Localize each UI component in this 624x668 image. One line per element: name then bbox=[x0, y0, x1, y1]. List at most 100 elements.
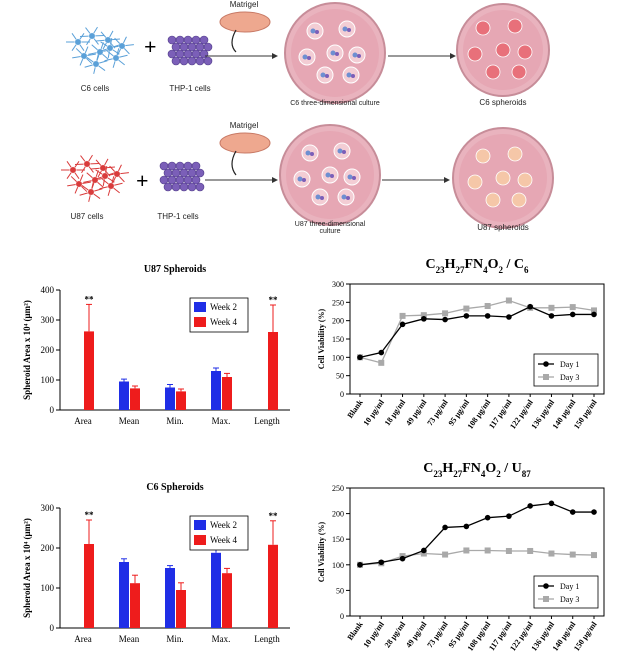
legend-label: Day 3 bbox=[560, 595, 579, 604]
legend-marker bbox=[543, 374, 549, 380]
y-tick-label: 0 bbox=[340, 612, 344, 621]
chart-title: C23H27FN4O2 / C6 bbox=[425, 257, 529, 275]
y-tick-label: 50 bbox=[336, 586, 344, 595]
u87-culture-label: U87 three-dimensional culture bbox=[294, 221, 366, 235]
bar bbox=[268, 332, 278, 410]
data-point bbox=[442, 310, 449, 317]
y-tick-label: 150 bbox=[332, 535, 344, 544]
data-point bbox=[421, 547, 427, 554]
bar bbox=[130, 388, 140, 410]
legend-label: Day 1 bbox=[560, 582, 579, 591]
series-line bbox=[359, 549, 595, 566]
y-tick-label: 100 bbox=[332, 353, 344, 362]
data-point bbox=[484, 303, 491, 309]
y-tick-label: 400 bbox=[41, 285, 55, 295]
u87-spheroids-bar-chart: U87 Spheroids 0 100 200 300 400 Spheroid Area … bbox=[22, 264, 290, 426]
y-tick-label: 200 bbox=[332, 510, 344, 519]
data-point bbox=[506, 513, 512, 519]
c6-spheroids-label: C6 spheroids bbox=[479, 98, 527, 107]
data-point bbox=[548, 304, 555, 311]
matrigel-label-2: Matrigel bbox=[229, 121, 259, 130]
data-point bbox=[591, 307, 597, 314]
schematic-diagram: + + bbox=[61, 2, 554, 229]
matrigel-blob-1 bbox=[219, 11, 271, 53]
data-point bbox=[357, 354, 363, 361]
data-point bbox=[527, 503, 533, 509]
y-tick-label: 300 bbox=[41, 503, 55, 513]
legend-label: Day 3 bbox=[560, 373, 579, 382]
thp1-label-1: THP-1 cells bbox=[169, 84, 211, 93]
data-point bbox=[569, 551, 576, 558]
y-tick-label: 200 bbox=[332, 317, 344, 326]
chart-title: C6 Spheroids bbox=[146, 482, 203, 493]
data-point bbox=[527, 547, 534, 554]
plot-frame bbox=[349, 487, 605, 617]
significance-marker: ** bbox=[85, 294, 95, 304]
y-axis-label: Spheroid Area x 10⁴ (μm²) bbox=[22, 300, 32, 400]
y-axis-label: Cell Viability (%) bbox=[317, 308, 326, 369]
c6-culture-label: C6 three-dimensional culture bbox=[290, 100, 380, 107]
data-point bbox=[442, 551, 449, 558]
chart-title: U87 Spheroids bbox=[144, 264, 206, 275]
data-point bbox=[399, 312, 406, 319]
thp1-cells-illustration-2 bbox=[159, 161, 205, 192]
x-tick-label: Area bbox=[74, 634, 92, 644]
series-line bbox=[359, 299, 595, 364]
c6-cells-illustration bbox=[66, 26, 134, 74]
u87-viability-line-chart: C23H27FN4O2 / U87 0 50 100 150 200 250 Cell Via… bbox=[317, 461, 605, 653]
y-tick-label: 200 bbox=[41, 543, 55, 553]
data-point bbox=[378, 359, 385, 366]
data-point bbox=[484, 514, 491, 521]
legend-box bbox=[533, 575, 599, 609]
u87-cells-illustration bbox=[61, 154, 129, 202]
data-point bbox=[569, 509, 576, 515]
data-point bbox=[527, 303, 533, 310]
chart-title: C23H27FN4O2 / U87 bbox=[423, 461, 531, 479]
y-tick-label: 300 bbox=[41, 315, 55, 325]
legend-label: Week 4 bbox=[210, 535, 238, 545]
x-tick-label: Mean bbox=[119, 634, 140, 644]
bar bbox=[119, 381, 129, 410]
plus-sign-2: + bbox=[136, 168, 149, 193]
bar bbox=[165, 568, 175, 628]
data-point bbox=[463, 305, 470, 312]
data-point bbox=[548, 550, 555, 557]
legend-marker bbox=[543, 596, 549, 602]
x-tick-label: Length bbox=[254, 634, 280, 644]
bar bbox=[268, 544, 278, 628]
bar bbox=[84, 331, 94, 410]
legend-swatch bbox=[194, 535, 206, 545]
bar bbox=[176, 391, 186, 410]
data-point bbox=[378, 559, 385, 566]
bar bbox=[222, 377, 232, 410]
bar bbox=[130, 583, 140, 628]
y-tick-label: 100 bbox=[41, 375, 55, 385]
data-point bbox=[548, 313, 555, 319]
bar bbox=[165, 387, 175, 410]
c6-cells-label: C6 cells bbox=[80, 84, 110, 93]
data-point bbox=[548, 500, 555, 507]
y-tick-label: 150 bbox=[332, 335, 344, 344]
x-tick-label: Area bbox=[74, 416, 92, 426]
series-line bbox=[359, 306, 594, 358]
bar bbox=[119, 562, 129, 628]
u87-spheroids-label: U87 spheroids bbox=[477, 223, 529, 232]
c6-spheroids-bar-chart: C6 Spheroids 0 100 200 300 Spheroid Area x 10… bbox=[22, 482, 290, 644]
significance-marker: ** bbox=[269, 295, 279, 305]
legend-swatch bbox=[194, 317, 206, 327]
data-point bbox=[463, 547, 470, 554]
data-point bbox=[463, 313, 470, 319]
legend-label: Week 4 bbox=[210, 317, 238, 327]
data-point bbox=[399, 321, 406, 328]
data-point bbox=[420, 550, 427, 557]
y-tick-label: 0 bbox=[50, 405, 55, 415]
data-point bbox=[591, 552, 597, 559]
data-point bbox=[399, 555, 406, 562]
x-tick-label: Blank bbox=[346, 398, 365, 420]
data-point bbox=[591, 509, 597, 515]
legend-marker bbox=[543, 361, 549, 367]
x-tick-label: Mean bbox=[119, 416, 140, 426]
data-point bbox=[420, 312, 427, 319]
data-point bbox=[442, 524, 448, 531]
y-tick-label: 0 bbox=[50, 623, 55, 633]
